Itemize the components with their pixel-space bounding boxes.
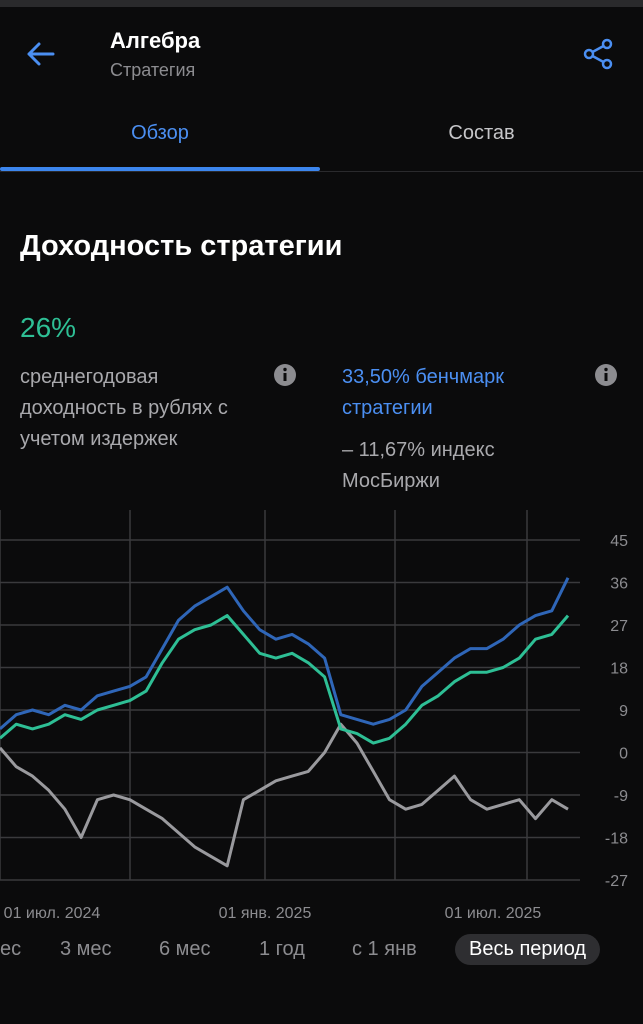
active-tab-indicator — [0, 167, 320, 171]
series-line-0 — [0, 577, 570, 731]
yield-description: среднегодовая доходность в рублях с учет… — [20, 366, 228, 450]
y-tick-label: 9 — [619, 703, 628, 720]
info-icon[interactable] — [273, 363, 297, 387]
page-title: Алгебра — [110, 28, 201, 53]
series-line-2 — [0, 722, 569, 868]
x-tick-label: 01 июл. 2024 — [4, 905, 101, 922]
x-tick-label: 01 янв. 2025 — [219, 905, 312, 922]
y-tick-label: 45 — [610, 533, 628, 550]
info-icon[interactable] — [594, 363, 618, 387]
y-tick-label: 36 — [610, 576, 628, 593]
tab-composition[interactable]: Состав — [448, 122, 515, 144]
index-comparison: – 11,67% индекс МосБиржи — [342, 439, 495, 492]
y-tick-label: 27 — [610, 618, 628, 635]
period-ytd[interactable]: с 1 янв — [352, 938, 417, 960]
y-tick-label: -18 — [605, 831, 628, 848]
y-tick-label: -9 — [614, 788, 628, 805]
period-1-month[interactable]: ес — [0, 938, 22, 960]
benchmark-link[interactable]: 33,50% бенчмарк стратегии — [342, 366, 504, 419]
yield-chart: 45 36 27 18 9 0 -9 -18 -27 01 июл. 2024 01 янв. 20… — [0, 510, 628, 922]
yield-value: 26% — [20, 312, 77, 343]
section-title: Доходность стратегии — [20, 230, 343, 262]
tab-overview[interactable]: Обзор — [131, 122, 189, 144]
series-line-1 — [0, 614, 570, 745]
y-tick-label: 0 — [619, 746, 628, 763]
period-all-time[interactable]: Весь период — [455, 934, 601, 965]
x-tick-label: 01 июл. 2025 — [445, 905, 542, 922]
share-icon[interactable] — [580, 36, 616, 72]
period-6-months[interactable]: 6 мес — [159, 938, 211, 960]
y-tick-label: 18 — [610, 661, 628, 678]
back-arrow-icon[interactable] — [22, 36, 58, 72]
period-3-months[interactable]: 3 мес — [60, 938, 112, 960]
status-bar — [0, 0, 643, 7]
period-1-year[interactable]: 1 год — [259, 938, 305, 960]
y-tick-label: -27 — [605, 873, 628, 890]
tab-divider — [0, 171, 643, 172]
page-subtitle: Стратегия — [110, 60, 196, 80]
